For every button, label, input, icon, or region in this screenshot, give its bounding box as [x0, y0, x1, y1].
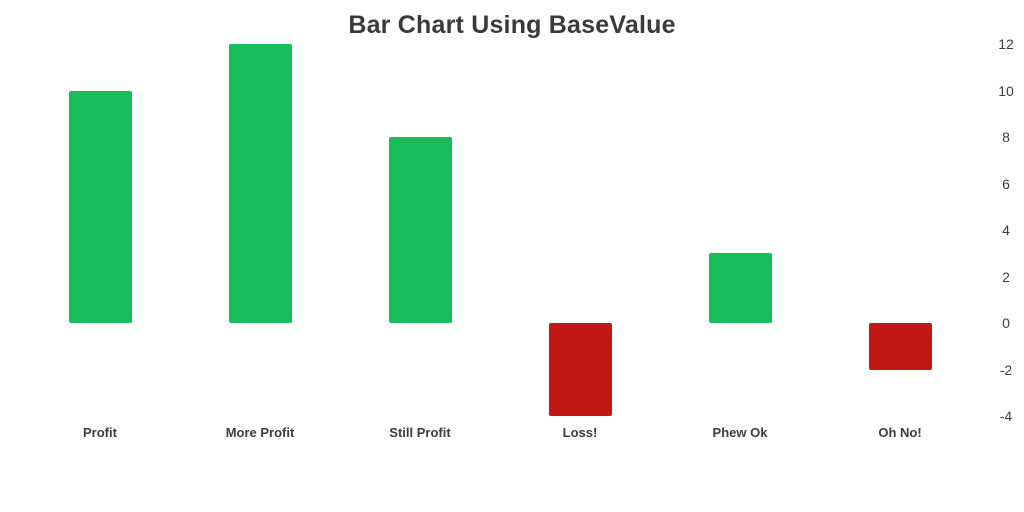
- y-axis-tick-label: 4: [1002, 222, 1010, 238]
- bar-profit[interactable]: [68, 90, 132, 323]
- y-axis-tick-label: 12: [998, 36, 1014, 52]
- bar-loss[interactable]: [548, 323, 612, 416]
- y-axis-tick-label: 0: [1002, 315, 1010, 331]
- chart-title: Bar Chart Using BaseValue: [348, 11, 676, 39]
- x-axis-label: Profit: [83, 425, 117, 440]
- y-axis-tick-label: -4: [999, 408, 1013, 424]
- x-axis-label: Oh No!: [878, 425, 922, 440]
- y-axis-tick-label: 8: [1002, 129, 1010, 145]
- bar-more-profit[interactable]: [228, 44, 292, 323]
- bar-oh-no[interactable]: [868, 323, 932, 370]
- x-axis-label: More Profit: [225, 425, 295, 440]
- x-axis-label: Still Profit: [389, 425, 451, 440]
- y-axis-tick-label: -2: [999, 361, 1013, 378]
- x-axis-label: Phew Ok: [712, 425, 768, 440]
- x-axis-label: Loss!: [562, 425, 598, 440]
- bar-phew-ok[interactable]: [708, 253, 772, 323]
- y-axis-tick-label: 2: [1002, 268, 1010, 285]
- y-axis-tick-label: 10: [998, 82, 1014, 99]
- bar-still-profit[interactable]: [388, 137, 452, 323]
- y-axis-tick-label: 6: [1002, 175, 1010, 192]
